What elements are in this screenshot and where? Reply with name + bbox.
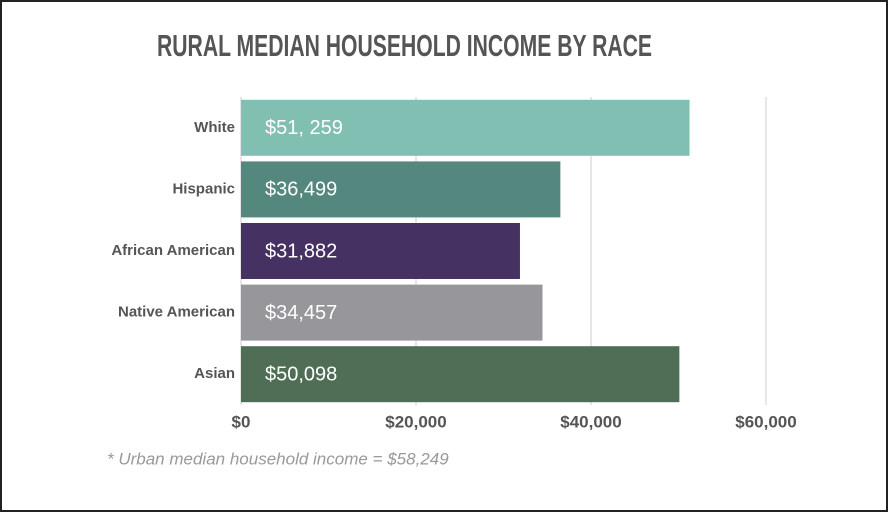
x-tick-label: $40,000 <box>560 412 621 431</box>
chart-title: RURAL MEDIAN HOUSEHOLD INCOME BY RACE <box>157 28 652 63</box>
y-tick-label: Asian <box>194 365 235 382</box>
value-label: $31,882 <box>265 240 337 262</box>
bar <box>241 161 561 218</box>
x-tick-label: $0 <box>232 412 251 431</box>
x-tick-label: $60,000 <box>735 412 796 431</box>
y-tick-label: African American <box>111 242 235 259</box>
value-label: $36,499 <box>265 179 337 201</box>
y-tick-label: Native American <box>118 304 235 321</box>
annotation: * Urban median household income = $58,24… <box>107 449 449 468</box>
value-label: $50,098 <box>265 363 337 385</box>
bar <box>241 99 690 156</box>
bar <box>241 346 680 403</box>
x-tick-label: $20,000 <box>385 412 446 431</box>
value-label: $34,457 <box>265 302 337 324</box>
bar <box>241 223 520 279</box>
y-tick-label: Hispanic <box>172 180 235 197</box>
y-tick-label: White <box>194 119 235 136</box>
value-label: $51, 259 <box>265 117 343 139</box>
bar <box>241 284 543 341</box>
